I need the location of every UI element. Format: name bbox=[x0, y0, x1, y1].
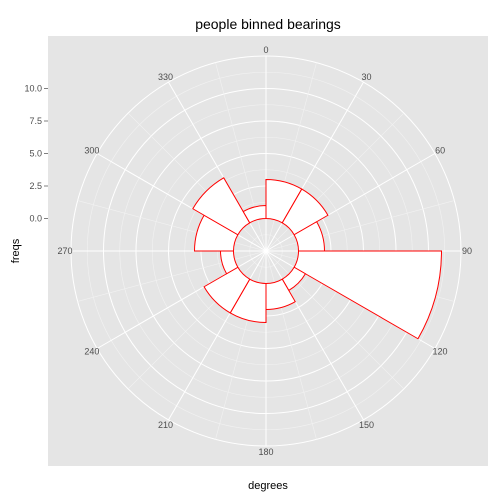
angle-tick-label: 90 bbox=[462, 246, 472, 256]
angle-tick-label: 30 bbox=[361, 72, 371, 82]
radial-tick-label: 0.0 bbox=[29, 214, 42, 224]
bars-layer bbox=[192, 177, 443, 340]
bar-wedge-300 bbox=[192, 177, 251, 236]
angle-tick-label: 180 bbox=[258, 447, 273, 457]
x-axis-title: degrees bbox=[248, 480, 288, 492]
angle-tick-label: 210 bbox=[158, 420, 173, 430]
bar-wedge-210 bbox=[203, 266, 251, 314]
angle-tick-label: 60 bbox=[435, 146, 445, 156]
y-axis-title: freqs bbox=[10, 238, 22, 263]
angle-tick-label: 300 bbox=[84, 146, 99, 156]
radial-tick-label: 5.0 bbox=[29, 149, 42, 159]
bar-wedge-90 bbox=[293, 250, 443, 340]
angle-tick-label: 240 bbox=[84, 347, 99, 357]
angle-tick-label: 0 bbox=[263, 45, 268, 55]
radial-tick-label: 10.0 bbox=[24, 84, 42, 94]
angle-tick-label: 150 bbox=[359, 420, 374, 430]
angle-tick-label: 330 bbox=[158, 72, 173, 82]
radial-tick-label: 2.5 bbox=[29, 181, 42, 191]
angle-tick-label: 120 bbox=[433, 347, 448, 357]
bar-wedge-330 bbox=[242, 204, 267, 224]
angle-tick-label: 270 bbox=[57, 246, 72, 256]
chart-title: people binned bearings bbox=[195, 16, 341, 32]
bar-wedge-30 bbox=[281, 188, 329, 236]
radial-tick-label: 7.5 bbox=[29, 116, 42, 126]
tick-labels-layer: 0 30 60 90 120 150 180 210 240 270 300 330 0.0 2.5 5.0… bbox=[24, 45, 472, 457]
